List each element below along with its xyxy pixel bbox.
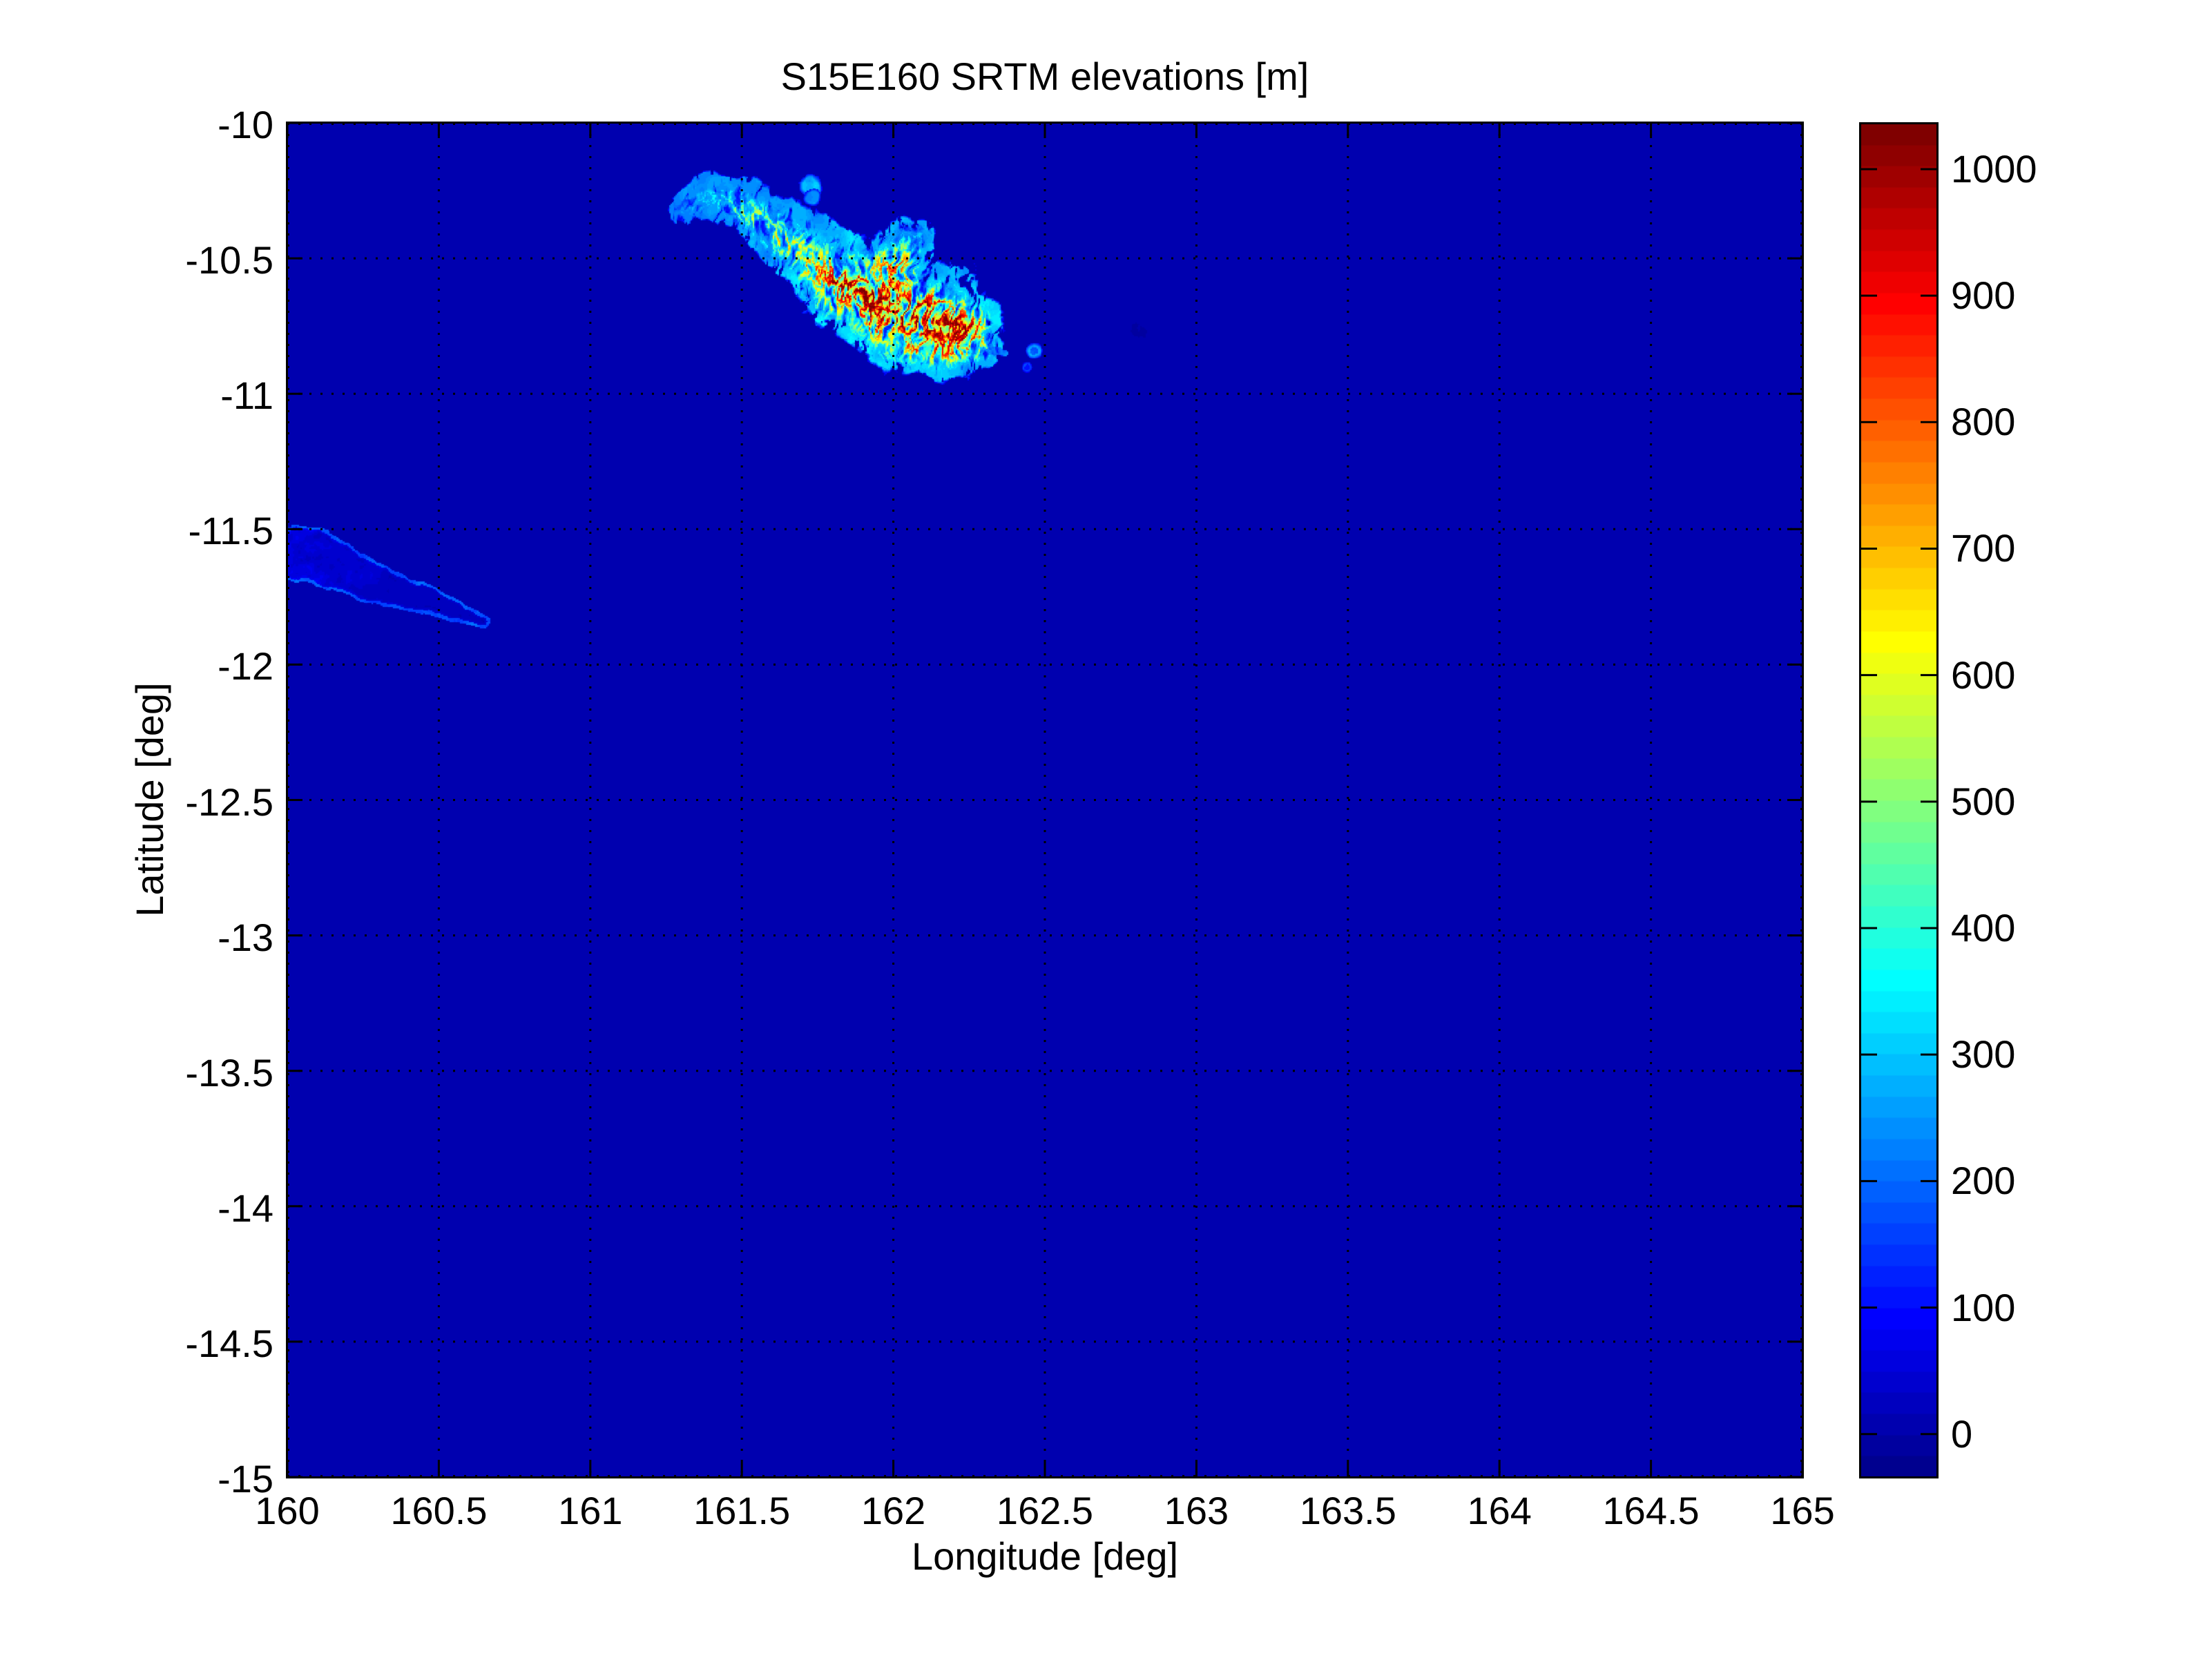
x-tick-label: 160 [255,1489,320,1532]
colorbar-tick-label: 500 [1951,779,2016,823]
x-tick-label: 161.5 [693,1489,791,1532]
colorbar [1860,124,1937,1477]
x-tick-label: 164 [1467,1489,1532,1532]
colorbar-tick-label: 1000 [1951,146,2037,191]
chart-title: S15E160 SRTM elevations [m] [780,55,1309,98]
x-tick-label: 161 [558,1489,623,1532]
plot-area [287,123,1802,1477]
x-tick-label: 162.5 [996,1489,1094,1532]
colorbar-tick-label: 900 [1951,273,2016,318]
colorbar-tick-label: 100 [1951,1285,2016,1329]
colorbar-tick-label: 600 [1951,653,2016,697]
y-tick-label: -13 [218,915,273,959]
y-tick-label: -12 [218,644,273,688]
colorbar-tick-label: 800 [1951,400,2016,444]
x-tick-label: 163.5 [1299,1489,1396,1532]
colorbar-tick-label: 200 [1951,1159,2016,1203]
colorbar-tick-label: 300 [1951,1032,2016,1077]
colorbar-tick-label: 400 [1951,906,2016,950]
y-tick-label: -12.5 [185,780,273,824]
colorbar-tick-label: 700 [1951,526,2016,570]
grid-overlay [287,123,1802,1477]
y-tick-label: -10 [218,103,273,146]
y-tick-label: -15 [218,1457,273,1501]
y-tick-label: -11 [220,374,273,418]
x-tick-label: 163 [1164,1489,1229,1532]
x-tick-label: 162 [860,1489,926,1532]
x-tick-label: 160.5 [390,1489,488,1532]
y-tick-label: -11.5 [188,509,273,553]
y-axis-label: Latitude [deg] [128,682,171,917]
x-axis-label: Longitude [deg] [911,1534,1179,1578]
y-tick-label: -13.5 [185,1050,273,1095]
x-tick-label: 164.5 [1602,1489,1700,1532]
y-tick-label: -14 [218,1186,273,1230]
x-tick-label: 165 [1770,1489,1835,1532]
y-tick-label: -14.5 [185,1321,273,1365]
colorbar-tick-label: 0 [1951,1411,1973,1456]
y-tick-label: -10.5 [185,238,273,282]
colorbar-gradient [1860,124,1937,1477]
